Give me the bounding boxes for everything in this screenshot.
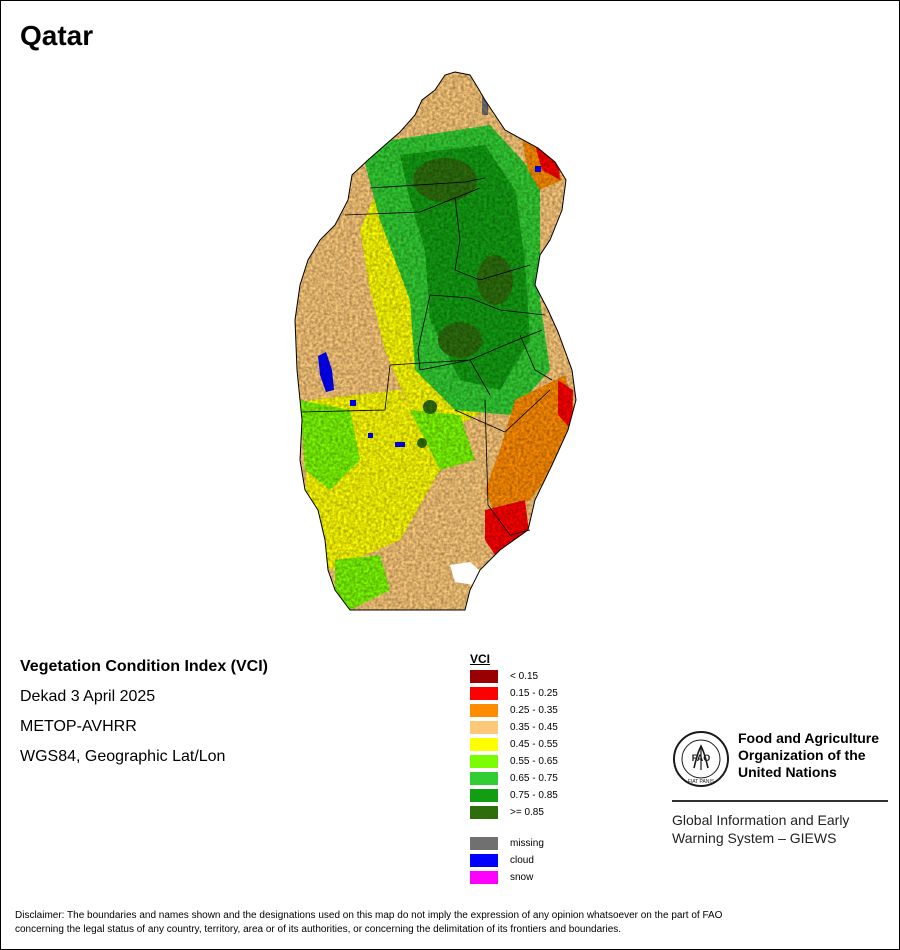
- period-label: Dekad 3 April 2025: [20, 688, 156, 705]
- raster-speckle: [295, 72, 576, 610]
- legend-swatch: [470, 772, 498, 785]
- disclaimer: Disclaimer: The boundaries and names sho…: [15, 909, 885, 937]
- boundary-line: [454, 197, 531, 281]
- legend-label: < 0.15: [510, 671, 539, 682]
- boundary-line: [484, 399, 531, 536]
- legend-item: < 0.15: [470, 668, 590, 685]
- legend-label: 0.15 - 0.25: [510, 688, 558, 699]
- fao-logo-inner-ring: [681, 739, 721, 779]
- legend-swatch: [470, 806, 498, 819]
- country-title: Qatar: [20, 20, 94, 51]
- boundary-line: [389, 359, 491, 396]
- legend-swatch: [470, 704, 498, 717]
- legend-label: 0.35 - 0.45: [510, 722, 558, 733]
- legend-item: 0.55 - 0.65: [470, 753, 590, 770]
- legend-item: snow: [470, 869, 590, 886]
- giews-line: Global Information and Early: [672, 812, 850, 828]
- boundary-line: [454, 389, 551, 433]
- legend-gap: [470, 821, 590, 835]
- sensor-label: METOP-AVHRR: [20, 718, 137, 735]
- legend-title: VCI: [470, 652, 491, 666]
- map-info: Vegetation Condition Index (VCI) Dekad 3…: [20, 656, 268, 776]
- legend-swatch: [470, 738, 498, 751]
- legend-label: snow: [510, 872, 534, 883]
- fao-logo: FAO FIAT PANIS: [673, 731, 729, 787]
- legend-label: 0.45 - 0.55: [510, 739, 558, 750]
- legend-item: 0.15 - 0.25: [470, 685, 590, 702]
- fao-logo-ring: [673, 731, 729, 787]
- boundary-line: [417, 294, 543, 371]
- legend-swatch: [470, 789, 498, 802]
- boundary-line: [429, 294, 546, 316]
- boundary-line: [301, 364, 391, 413]
- vci-legend: VCI < 0.15 0.15 - 0.25 0.25 - 0.35 0.35 …: [470, 652, 590, 886]
- legend-item: cloud: [470, 852, 590, 869]
- fao-divider: [672, 800, 888, 802]
- fao-name: Food and Agriculture Organization of the…: [738, 730, 879, 781]
- legend-swatch: [470, 755, 498, 768]
- projection-label: WGS84, Geographic Lat/Lon: [20, 748, 226, 765]
- legend-item: >= 0.85: [470, 804, 590, 821]
- legend-swatch: [470, 854, 498, 867]
- legend-label: >= 0.85: [510, 807, 544, 818]
- legend-label: 0.55 - 0.65: [510, 756, 558, 767]
- legend-swatch: [470, 687, 498, 700]
- coastline: [294, 71, 577, 611]
- legend-label: 0.65 - 0.75: [510, 773, 558, 784]
- legend-label: 0.25 - 0.35: [510, 705, 558, 716]
- legend-label: missing: [510, 838, 544, 849]
- fao-branding: FAO FIAT PANIS Food and Agriculture Orga…: [672, 730, 888, 847]
- disclaimer-line: concerning the legal status of any count…: [15, 924, 622, 935]
- vci-map: [290, 70, 590, 615]
- fao-name-line: United Nations: [738, 764, 837, 780]
- legend-label: 0.75 - 0.85: [510, 790, 558, 801]
- legend-item: missing: [470, 835, 590, 852]
- boundary-line: [344, 187, 481, 216]
- disclaimer-line: Disclaimer: The boundaries and names sho…: [15, 910, 723, 921]
- legend-item: 0.65 - 0.75: [470, 770, 590, 787]
- fao-name-line: Organization of the: [738, 747, 866, 763]
- water-inlet: [450, 562, 485, 585]
- legend-item: 0.35 - 0.45: [470, 719, 590, 736]
- boundary-line: [519, 334, 553, 381]
- fao-logo-motto: FIAT PANIS: [688, 779, 715, 785]
- legend-label: cloud: [510, 855, 534, 866]
- vci-raster: [295, 72, 576, 610]
- index-name: Vegetation Condition Index (VCI): [20, 658, 268, 675]
- legend-swatch: [470, 837, 498, 850]
- legend-swatch: [470, 721, 498, 734]
- boundary-line: [369, 177, 486, 189]
- legend-item: 0.45 - 0.55: [470, 736, 590, 753]
- legend-swatch: [470, 670, 498, 683]
- legend-swatch: [470, 871, 498, 884]
- giews-name: Global Information and Early Warning Sys…: [672, 811, 888, 847]
- fao-name-line: Food and Agriculture: [738, 730, 880, 746]
- giews-line: Warning System – GIEWS: [672, 830, 837, 846]
- admin-boundaries: [301, 177, 553, 536]
- fao-logo-text: FAO: [692, 753, 711, 763]
- legend-item: 0.25 - 0.35: [470, 702, 590, 719]
- legend-item: 0.75 - 0.85: [470, 787, 590, 804]
